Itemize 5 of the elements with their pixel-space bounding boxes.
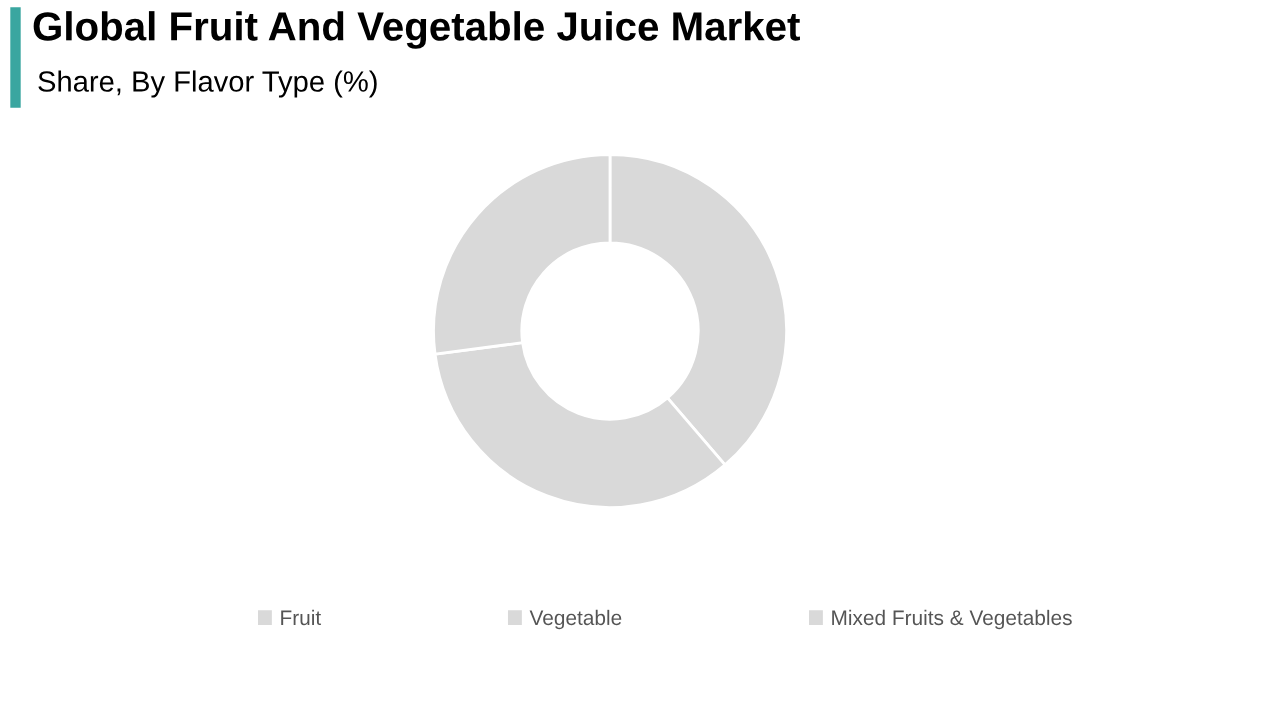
legend-label: Fruit: [281, 609, 322, 626]
legend-label: Mixed Fruits & Vegetables: [832, 609, 1072, 630]
legend-label: Vegetable: [529, 609, 622, 630]
chart-subtitle: Share, By Flavor Type (%): [38, 70, 377, 98]
chart-title: Global Fruit And Vegetable Juice Market: [33, 11, 800, 49]
